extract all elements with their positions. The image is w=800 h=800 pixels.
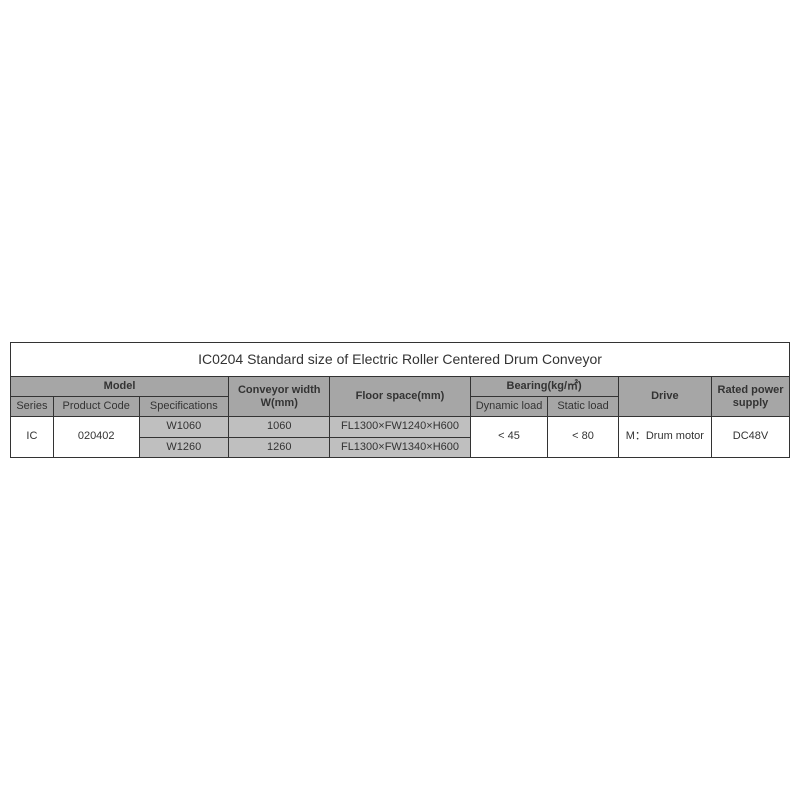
cell-cwidth-2: 1260 [229, 437, 330, 457]
cell-floor-2: FL1300×FW1340×H600 [330, 437, 470, 457]
table-title: IC0204 Standard size of Electric Roller … [11, 343, 790, 377]
cell-spec-2: W1260 [139, 437, 229, 457]
header-product-code: Product Code [53, 397, 139, 417]
header-model: Model [11, 377, 229, 397]
cell-dynamic-load: < 45 [470, 417, 548, 457]
header-dynamic-load: Dynamic load [470, 397, 548, 417]
header-row-1: Model Conveyor width W(mm) Floor space(m… [11, 377, 790, 397]
cell-spec-1: W1060 [139, 417, 229, 437]
cell-series: IC [11, 417, 54, 457]
cell-product-code: 020402 [53, 417, 139, 457]
cell-rated-power: DC48V [712, 417, 790, 457]
header-bearing: Bearing(kg/㎡) [470, 377, 618, 397]
header-specifications: Specifications [139, 397, 229, 417]
header-conveyor-width: Conveyor width W(mm) [229, 377, 330, 417]
spec-table: IC0204 Standard size of Electric Roller … [10, 342, 790, 458]
header-series: Series [11, 397, 54, 417]
header-drive: Drive [618, 377, 711, 417]
cell-floor-1: FL1300×FW1240×H600 [330, 417, 470, 437]
header-floor-space: Floor space(mm) [330, 377, 470, 417]
title-row: IC0204 Standard size of Electric Roller … [11, 343, 790, 377]
cell-static-load: < 80 [548, 417, 618, 457]
data-row-1: IC 020402 W1060 1060 FL1300×FW1240×H600 … [11, 417, 790, 437]
header-static-load: Static load [548, 397, 618, 417]
cell-drive: M：Drum motor [618, 417, 711, 457]
cell-cwidth-1: 1060 [229, 417, 330, 437]
spec-table-container: IC0204 Standard size of Electric Roller … [10, 342, 790, 458]
header-rated-power: Rated power supply [712, 377, 790, 417]
